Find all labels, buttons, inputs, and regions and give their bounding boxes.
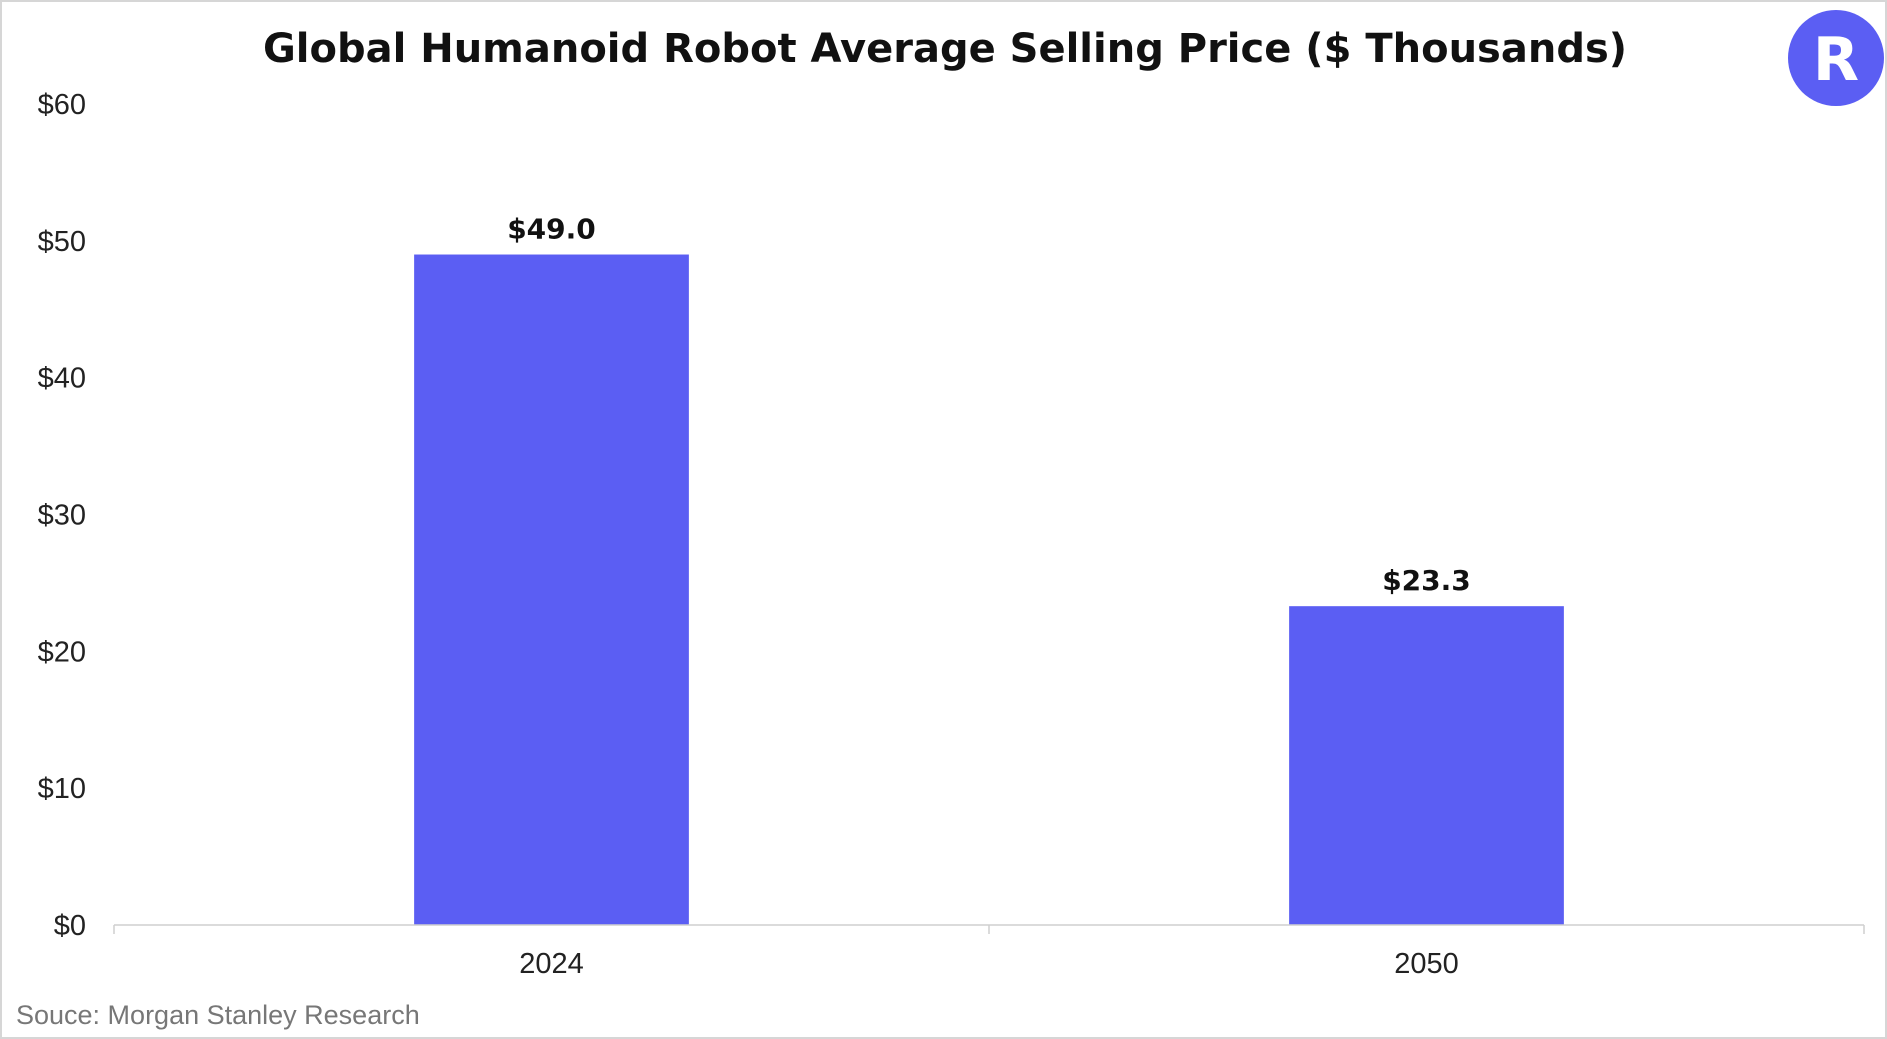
bars: $49.0 $23.3 <box>414 213 1564 925</box>
y-tick-label: $50 <box>38 226 86 258</box>
y-tick-label: $60 <box>38 89 86 121</box>
y-tick-label: $20 <box>38 636 86 668</box>
x-tick-label: 2024 <box>519 948 584 980</box>
y-tick-label: $30 <box>38 500 86 532</box>
data-label-2024: $49.0 <box>507 213 596 246</box>
y-tick-label: $0 <box>54 910 86 942</box>
y-axis: $0 $10 $20 $30 $40 $50 $60 <box>38 89 86 942</box>
x-tick-label: 2050 <box>1394 948 1459 980</box>
bar-2024 <box>414 254 689 925</box>
y-tick-label: $40 <box>38 363 86 395</box>
brand-logo: R <box>1788 10 1884 106</box>
y-tick-label: $10 <box>38 773 86 805</box>
bar-2050 <box>1289 606 1564 925</box>
logo-letter: R <box>1813 25 1859 95</box>
chart-title: Global Humanoid Robot Average Selling Pr… <box>263 26 1627 72</box>
source-note: Souce: Morgan Stanley Research <box>16 1000 420 1030</box>
logo-circle <box>1788 10 1884 106</box>
data-label-2050: $23.3 <box>1382 564 1471 597</box>
x-axis: 2024 2050 <box>113 924 1865 980</box>
